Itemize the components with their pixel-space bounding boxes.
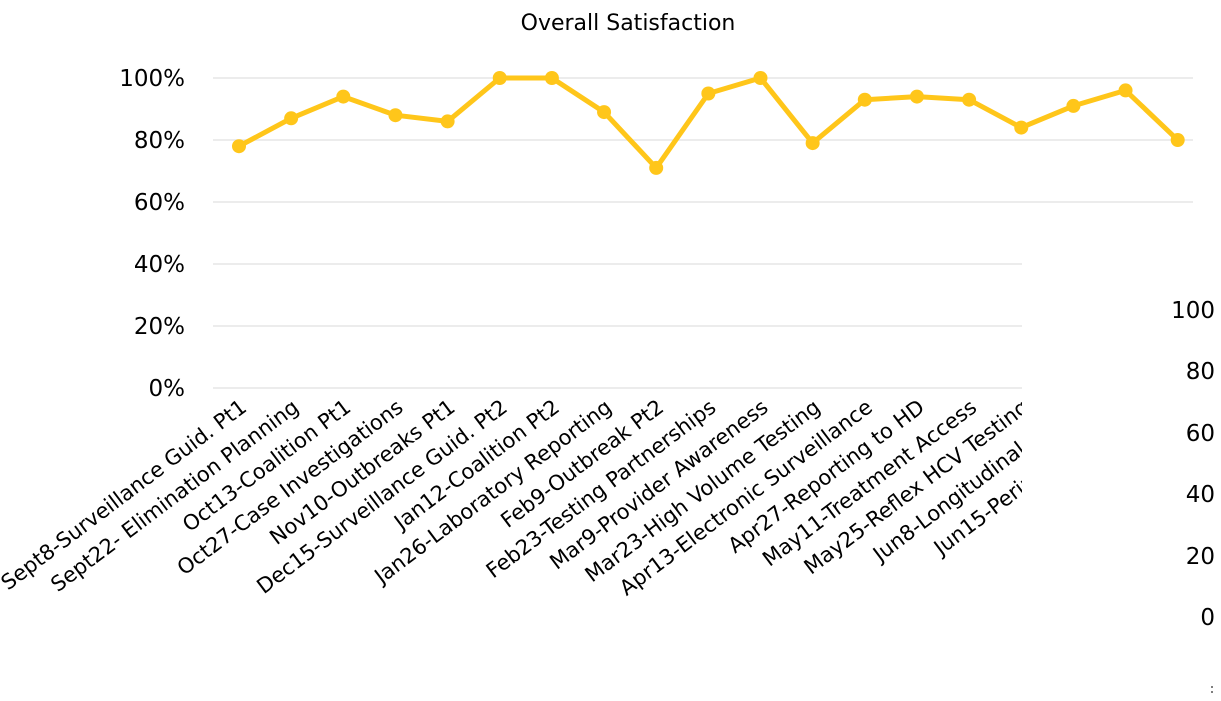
secondary-chart-panel [1022, 248, 1221, 701]
data-point [232, 139, 246, 154]
y-tick-label: 100% [119, 66, 185, 92]
y-tick-label: 40% [134, 252, 185, 278]
secondary-y-tick-label: 60 [1185, 420, 1215, 447]
y-tick-label: 0% [149, 376, 186, 402]
gridlines [213, 77, 1193, 389]
data-point [909, 89, 924, 104]
data-point [649, 160, 664, 175]
data-point [440, 114, 455, 129]
data-point [388, 108, 403, 123]
more-options-icon[interactable] [1209, 686, 1215, 698]
y-tick-label: 60% [134, 190, 185, 216]
secondary-y-tick-label: 100 [1171, 298, 1215, 324]
chart-title: Overall Satisfaction [521, 11, 736, 36]
data-point [492, 71, 507, 85]
data-point [1170, 133, 1185, 147]
data-point [597, 105, 612, 120]
secondary-y-tick-label: 20 [1185, 543, 1215, 570]
secondary-y-tick-label: 80 [1185, 359, 1215, 386]
data-point [1118, 83, 1133, 98]
data-point [753, 71, 768, 85]
secondary-y-tick-label: 40 [1185, 482, 1215, 509]
y-tick-label: 20% [134, 314, 185, 340]
data-point [336, 89, 351, 104]
data-point [1066, 98, 1081, 113]
data-point [284, 111, 299, 126]
data-point [857, 92, 872, 107]
data-point [1014, 120, 1029, 135]
y-axis-tick-labels: 0% 20% 40% 60% 80% 100% [119, 66, 185, 402]
series-points [232, 71, 1185, 175]
data-point [805, 136, 820, 151]
secondary-y-tick-label: 0 [1200, 605, 1215, 631]
data-point [544, 71, 559, 85]
data-point [962, 92, 977, 107]
data-point [701, 86, 716, 101]
y-tick-label: 80% [134, 128, 185, 154]
